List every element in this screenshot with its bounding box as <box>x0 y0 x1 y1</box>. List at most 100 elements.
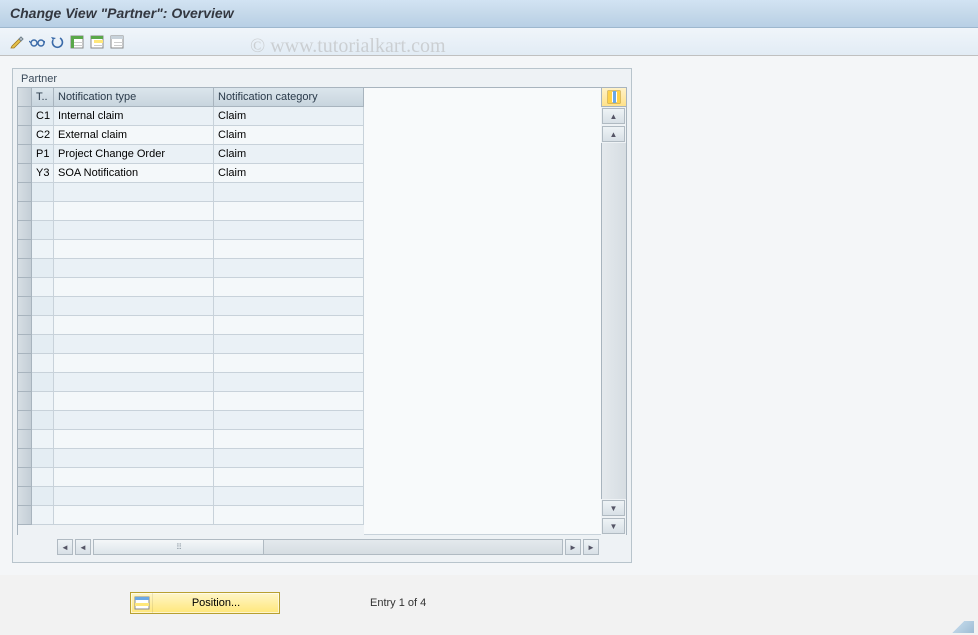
cell-empty[interactable] <box>54 335 214 354</box>
cell-empty[interactable] <box>32 506 54 525</box>
cell-empty[interactable] <box>54 392 214 411</box>
row-selector[interactable] <box>18 221 32 240</box>
cell-empty[interactable] <box>214 183 364 202</box>
row-selector[interactable] <box>18 240 32 259</box>
cell-ntype[interactable]: External claim <box>54 126 214 145</box>
column-header-type[interactable]: T.. <box>32 88 54 107</box>
horizontal-scrollbar[interactable] <box>93 539 563 555</box>
cell-ncat[interactable]: Claim <box>214 107 364 126</box>
scroll-bottom-icon[interactable]: ▼ <box>602 518 625 534</box>
cell-empty[interactable] <box>54 487 214 506</box>
cell-empty[interactable] <box>214 316 364 335</box>
cell-type[interactable]: Y3 <box>32 164 54 183</box>
row-selector[interactable] <box>18 316 32 335</box>
display-icon[interactable] <box>28 33 46 51</box>
position-button[interactable]: Position... <box>130 592 280 614</box>
scroll-first-icon[interactable]: ◄ <box>57 539 73 555</box>
cell-empty[interactable] <box>214 221 364 240</box>
scroll-top-icon[interactable]: ▲ <box>602 108 625 124</box>
row-selector[interactable] <box>18 183 32 202</box>
cell-empty[interactable] <box>214 506 364 525</box>
cell-empty[interactable] <box>54 411 214 430</box>
cell-empty[interactable] <box>214 259 364 278</box>
undo-icon[interactable] <box>48 33 66 51</box>
cell-empty[interactable] <box>54 373 214 392</box>
scroll-last-icon[interactable]: ► <box>583 539 599 555</box>
row-selector[interactable] <box>18 335 32 354</box>
row-selector[interactable] <box>18 487 32 506</box>
deselect-all-icon[interactable] <box>108 33 126 51</box>
row-selector[interactable] <box>18 259 32 278</box>
cell-empty[interactable] <box>32 392 54 411</box>
scroll-up-icon[interactable]: ▲ <box>602 126 625 142</box>
cell-empty[interactable] <box>54 202 214 221</box>
cell-empty[interactable] <box>54 183 214 202</box>
cell-ncat[interactable]: Claim <box>214 145 364 164</box>
cell-empty[interactable] <box>32 487 54 506</box>
scroll-right-icon[interactable]: ► <box>565 539 581 555</box>
cell-empty[interactable] <box>54 240 214 259</box>
row-selector[interactable] <box>18 145 32 164</box>
cell-empty[interactable] <box>214 354 364 373</box>
cell-empty[interactable] <box>54 468 214 487</box>
resize-corner-icon[interactable] <box>946 621 974 633</box>
cell-ncat[interactable]: Claim <box>214 164 364 183</box>
cell-empty[interactable] <box>32 221 54 240</box>
select-all-icon[interactable] <box>68 33 86 51</box>
row-selector[interactable] <box>18 126 32 145</box>
cell-empty[interactable] <box>214 240 364 259</box>
cell-empty[interactable] <box>32 240 54 259</box>
vertical-scrollbar[interactable] <box>601 143 626 499</box>
cell-empty[interactable] <box>32 430 54 449</box>
cell-empty[interactable] <box>214 373 364 392</box>
cell-type[interactable]: C2 <box>32 126 54 145</box>
cell-empty[interactable] <box>54 316 214 335</box>
cell-empty[interactable] <box>54 297 214 316</box>
cell-empty[interactable] <box>214 297 364 316</box>
cell-empty[interactable] <box>32 297 54 316</box>
row-selector[interactable] <box>18 354 32 373</box>
row-selector[interactable] <box>18 164 32 183</box>
cell-ntype[interactable]: Internal claim <box>54 107 214 126</box>
cell-empty[interactable] <box>214 468 364 487</box>
cell-empty[interactable] <box>54 430 214 449</box>
cell-empty[interactable] <box>32 468 54 487</box>
cell-ntype[interactable]: Project Change Order <box>54 145 214 164</box>
row-selector[interactable] <box>18 411 32 430</box>
scroll-left-icon[interactable]: ◄ <box>75 539 91 555</box>
cell-empty[interactable] <box>214 411 364 430</box>
table-settings-icon[interactable] <box>601 88 626 107</box>
row-selector[interactable] <box>18 468 32 487</box>
row-selector[interactable] <box>18 392 32 411</box>
cell-empty[interactable] <box>32 183 54 202</box>
cell-empty[interactable] <box>214 202 364 221</box>
cell-empty[interactable] <box>54 278 214 297</box>
row-selector-header[interactable] <box>18 88 32 107</box>
row-selector[interactable] <box>18 297 32 316</box>
column-header-ntype[interactable]: Notification type <box>54 88 214 107</box>
row-selector[interactable] <box>18 449 32 468</box>
cell-empty[interactable] <box>214 392 364 411</box>
other-view-icon[interactable] <box>8 33 26 51</box>
row-selector[interactable] <box>18 107 32 126</box>
cell-empty[interactable] <box>54 354 214 373</box>
row-selector[interactable] <box>18 373 32 392</box>
cell-empty[interactable] <box>214 487 364 506</box>
cell-ncat[interactable]: Claim <box>214 126 364 145</box>
cell-empty[interactable] <box>214 278 364 297</box>
cell-type[interactable]: C1 <box>32 107 54 126</box>
cell-type[interactable]: P1 <box>32 145 54 164</box>
cell-empty[interactable] <box>32 259 54 278</box>
scroll-down-icon[interactable]: ▼ <box>602 500 625 516</box>
cell-empty[interactable] <box>32 335 54 354</box>
cell-empty[interactable] <box>54 449 214 468</box>
cell-empty[interactable] <box>32 278 54 297</box>
cell-empty[interactable] <box>32 354 54 373</box>
cell-empty[interactable] <box>32 202 54 221</box>
row-selector[interactable] <box>18 430 32 449</box>
cell-empty[interactable] <box>54 221 214 240</box>
row-selector[interactable] <box>18 278 32 297</box>
cell-empty[interactable] <box>32 316 54 335</box>
cell-empty[interactable] <box>54 259 214 278</box>
cell-empty[interactable] <box>214 430 364 449</box>
